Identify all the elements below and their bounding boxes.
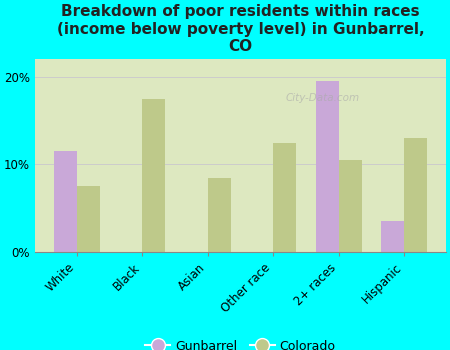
Bar [404,138,427,252]
Bar [273,142,296,252]
Text: City-Data.com: City-Data.com [286,93,360,103]
Title: Breakdown of poor residents within races
(income below poverty level) in Gunbarr: Breakdown of poor residents within races… [57,4,424,54]
Bar [339,160,362,252]
Bar [381,221,404,252]
Bar [142,99,165,252]
Bar [76,186,99,252]
Bar [207,177,230,252]
Bar [54,151,76,252]
Bar [316,81,339,252]
Legend: Gunbarrel, Colorado: Gunbarrel, Colorado [140,335,341,350]
